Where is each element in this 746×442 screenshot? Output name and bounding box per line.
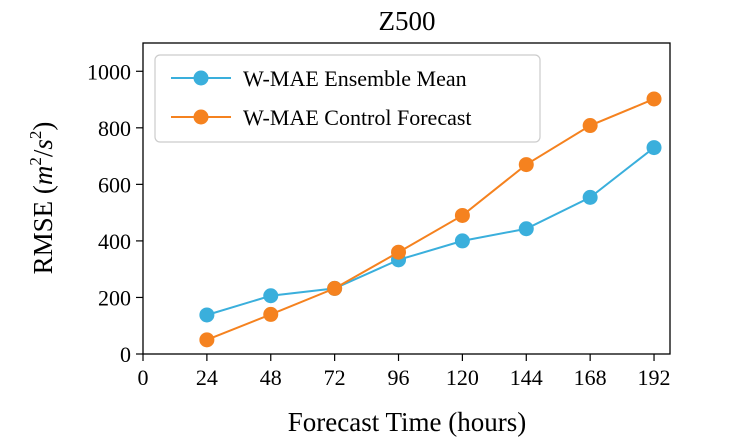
series-1-point [199,332,215,348]
y-tick-label: 600 [98,172,131,197]
y-axis-unit-s: s [28,139,58,150]
y-tick-label: 1000 [87,59,131,84]
y-axis-unit-exp1: 2 [26,157,45,166]
plot-frame [142,42,671,355]
x-tick-label: 96 [388,365,410,390]
legend-entry-ensemble-mean: W-MAE Ensemble Mean [171,66,467,91]
series-0-point [582,189,598,205]
y-axis-label: RMSE (m2/s2) [26,122,58,275]
y-axis-label-text: RMSE ( [28,185,58,274]
x-tick-label: 144 [510,365,543,390]
y-tick-label: 400 [98,229,131,254]
x-tick-label: 120 [446,365,479,390]
legend-label-ensemble-mean: W-MAE Ensemble Mean [243,66,467,91]
series-line-1 [206,98,655,341]
series-1-point [327,280,343,296]
series-0-point [199,307,215,323]
legend-marker-control-forecast [193,109,209,125]
y-tick-label: 800 [98,116,131,141]
x-tick-label: 24 [196,365,218,390]
legend-label-control-forecast: W-MAE Control Forecast [243,105,472,130]
x-tick-label: 48 [260,365,282,390]
y-axis-unit-slash: / [28,149,58,157]
series-0-point [263,288,279,304]
legend-entry-control-forecast: W-MAE Control Forecast [171,105,472,130]
legend-marker-ensemble-mean [193,70,209,86]
x-tick-label: 192 [638,365,671,390]
legend: W-MAE Ensemble Mean W-MAE Control Foreca… [154,54,541,143]
x-tick-label: 168 [574,365,607,390]
series-0-point [518,221,534,237]
y-tick-label: 200 [98,285,131,310]
y-axis-unit-exp2: 2 [26,131,45,140]
series-layer [199,91,662,348]
y-axis-unit-m: m [28,166,58,186]
x-tick-label: 0 [138,365,149,390]
legend-box [154,54,541,143]
series-1-point [646,91,662,107]
series-line-0 [206,146,655,316]
series-0-point [454,233,470,249]
chart-title: Z500 [379,6,436,36]
x-axis-label: Forecast Time (hours) [288,407,527,437]
series-1-point [263,306,279,322]
y-tick-label: 0 [120,342,131,367]
series-1-point [582,118,598,134]
y-axis-label-close: ) [28,122,58,131]
series-0-point [646,140,662,156]
axis-ticks: 0 24 48 72 96 120 144 168 192 0 200 400 600 800 1000 [87,59,671,390]
x-tick-label: 72 [324,365,346,390]
series-1-point [391,244,407,260]
series-1-point [454,207,470,223]
series-1-point [518,157,534,173]
